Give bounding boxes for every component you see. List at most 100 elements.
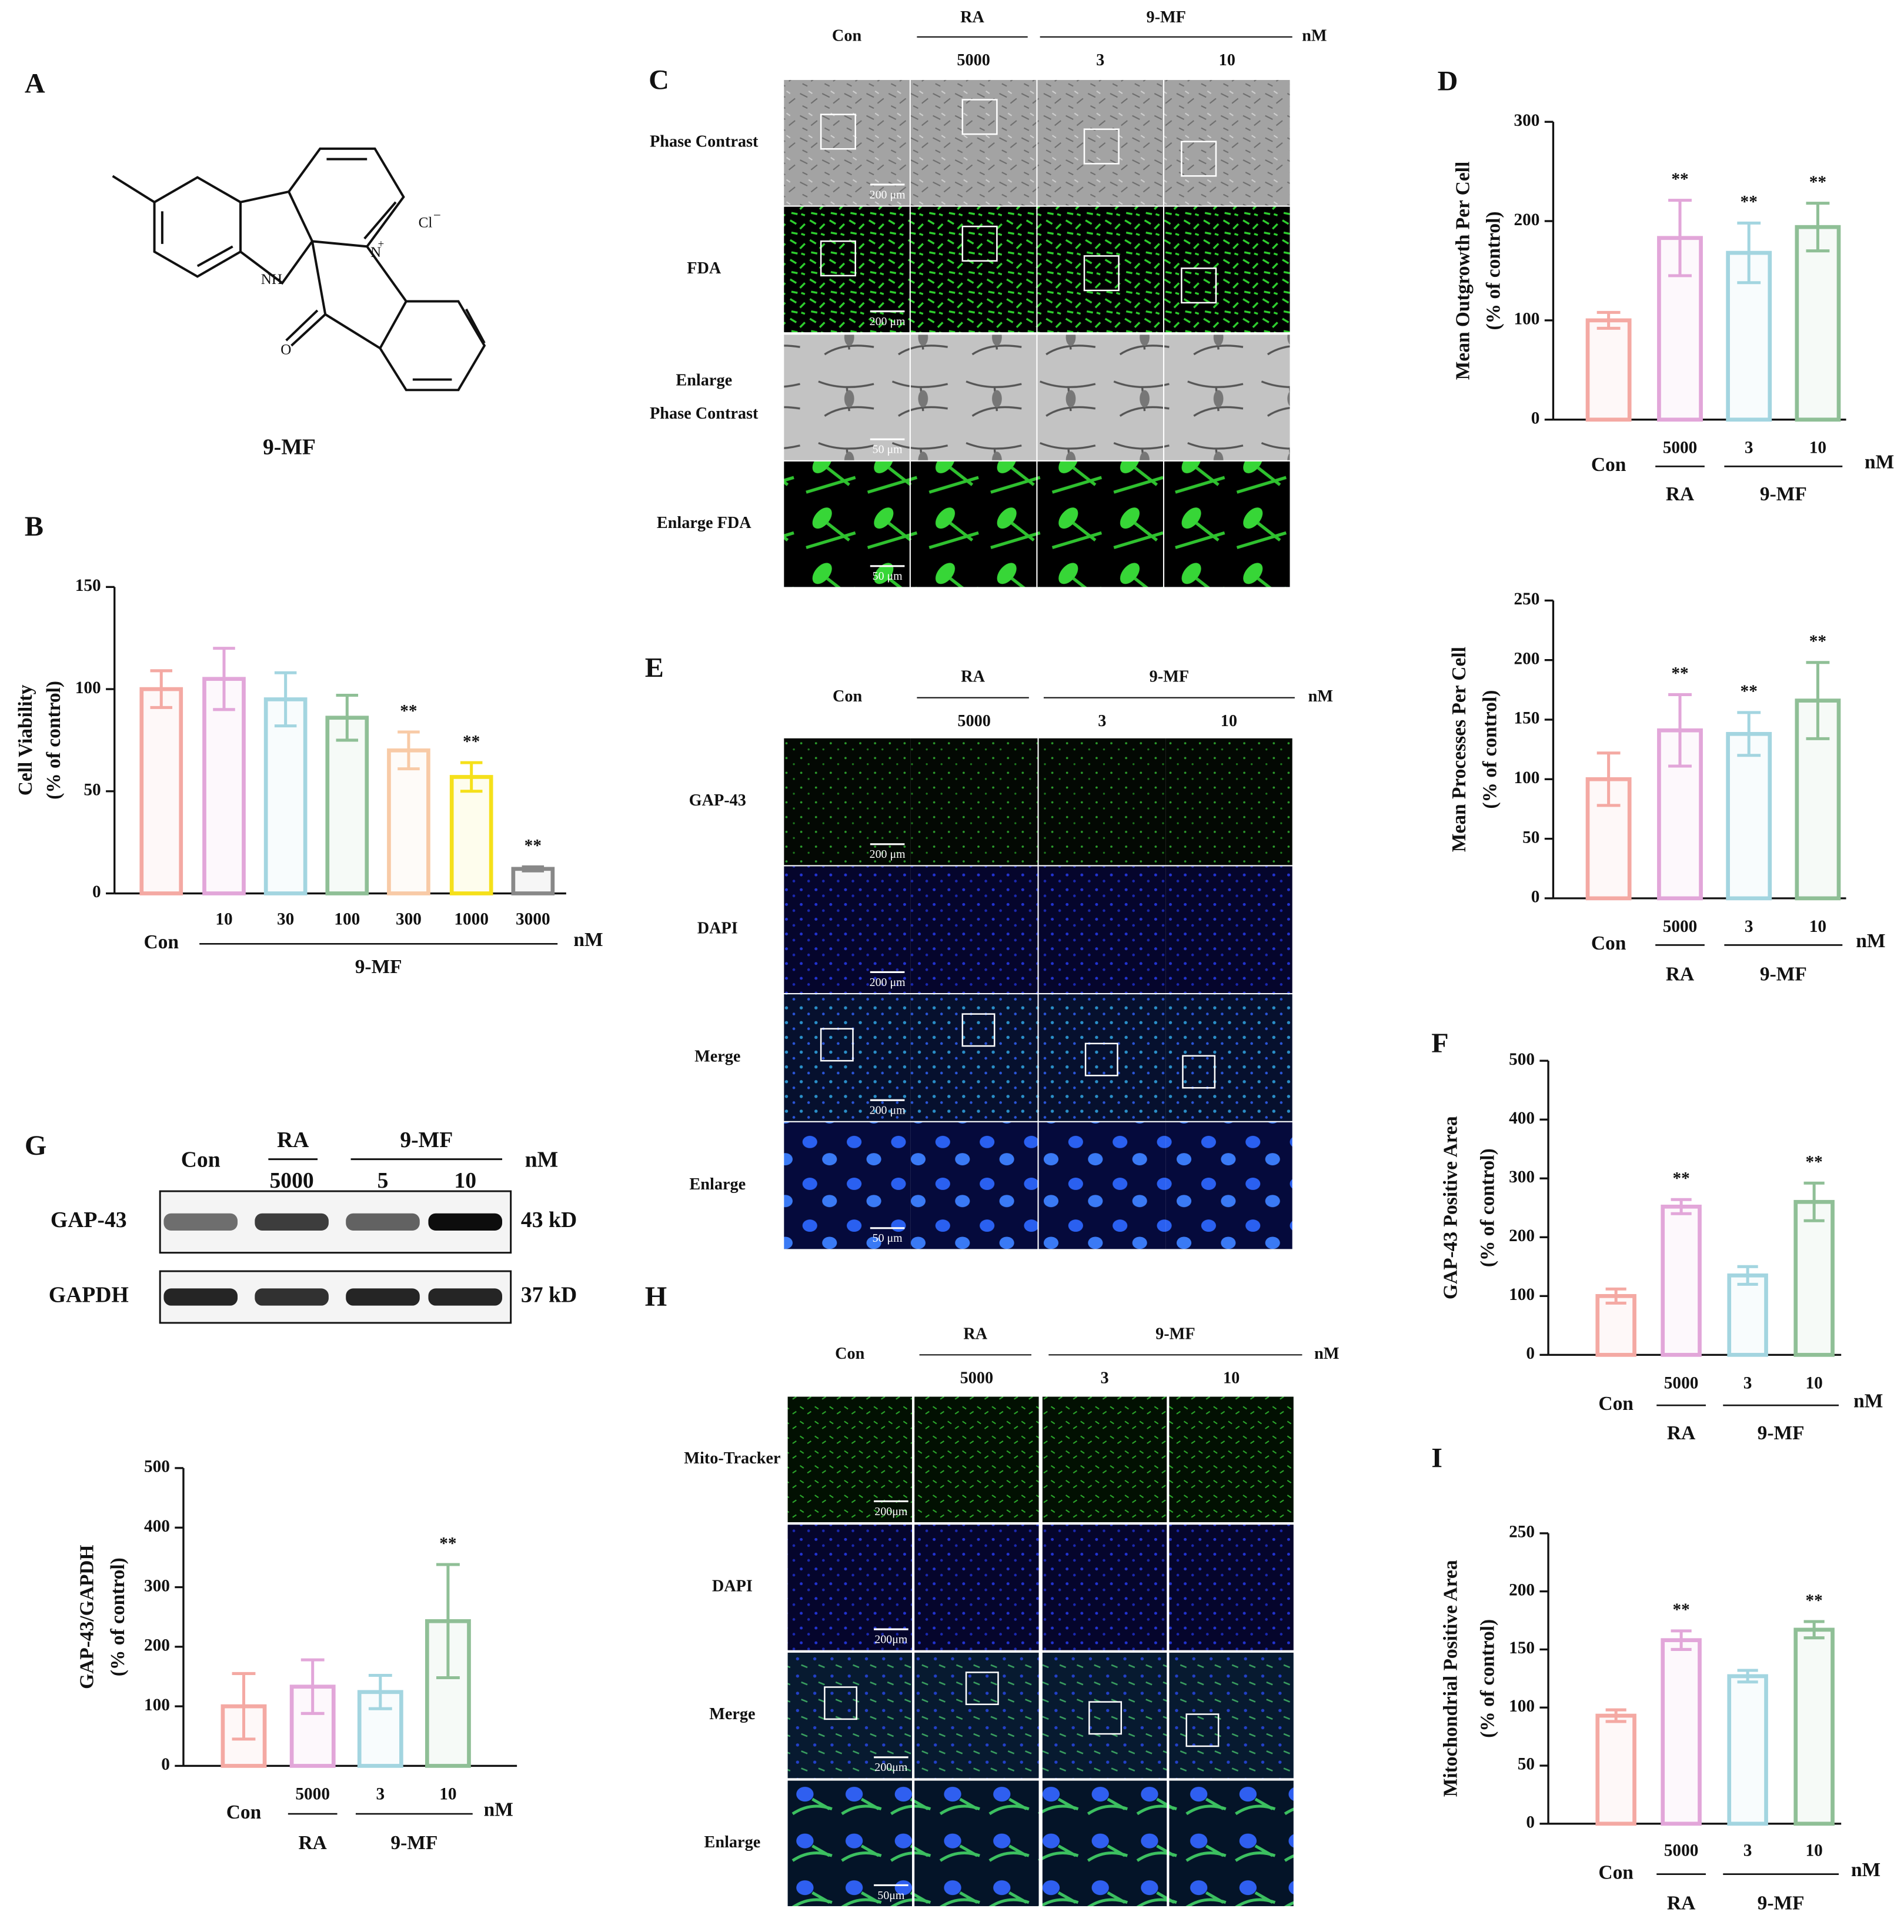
bar [511,867,555,895]
row-label: Mito-Tracker [684,1449,780,1468]
significance: ** [1809,632,1826,651]
significance: ** [1672,1600,1689,1619]
y-tick-label: 300 [1514,111,1539,130]
micrograph [914,1525,1039,1650]
y-tick-label: 250 [1509,1523,1535,1542]
scale-bar-label: 200μm [874,1505,907,1518]
y-tick-label: 50 [83,781,101,800]
x-tick-label: 5000 [295,1784,330,1803]
micrograph [1038,1122,1166,1249]
zoom-box [1181,268,1217,304]
zoom-box [1083,128,1120,165]
x-tick-label: 5000 [1664,1841,1699,1860]
bar [1726,731,1772,901]
y-tick-label: 150 [1514,709,1539,728]
micrograph [1042,1525,1167,1650]
y-axis-label: (% of control) [43,681,65,800]
y-axis-label: Mean Processes Per Cell [1448,647,1470,852]
bar [387,748,430,895]
micrograph [784,461,910,587]
scale-bar-label: 50 μm [873,570,903,583]
micrograph [910,866,1038,994]
zoom-box [961,225,998,262]
y-axis-label: (% of control) [107,1557,129,1676]
dose-label: 5000 [269,1168,313,1193]
scale-bar-label: 50 μm [873,1232,903,1245]
micrograph [1165,994,1292,1121]
micrograph [1164,335,1290,460]
panel-letter: C [649,64,669,95]
y-axis-label: Cell Viability [15,684,36,795]
header-label: Con [832,26,862,45]
micrograph [1164,206,1290,333]
y-tick-label: 200 [1509,1226,1535,1245]
row-label: FDA [687,259,721,278]
group-label: 9-MF [355,956,402,978]
x-tick-label: 5000 [1663,917,1698,936]
dose-label: 5000 [957,712,991,730]
x-tick-label: 5000 [1664,1373,1699,1392]
group-label: RA [1666,483,1694,505]
micrograph [787,1525,912,1650]
x-tick-label: 3 [1745,917,1753,936]
significance: ** [1809,173,1826,192]
structure [112,147,486,392]
significance: ** [1805,1591,1822,1610]
y-tick-label: 0 [1526,1344,1535,1363]
blot-band [346,1213,420,1231]
bar [263,697,308,895]
y-tick-label: 100 [1514,310,1539,329]
micrograph [910,80,1037,206]
atom-label: Cl [419,215,433,231]
micrograph [914,1780,1039,1907]
bar [449,775,493,895]
y-tick-label: 300 [1509,1168,1535,1186]
micrograph [910,994,1038,1121]
micrograph [1169,1525,1294,1650]
blot-band [428,1213,503,1231]
y-tick-label: 100 [1514,768,1539,787]
dose-label: 3 [1098,712,1106,730]
protein-label: GAP-43 [51,1208,127,1232]
micrograph [914,1652,1039,1779]
dose-label: 3 [1096,51,1104,69]
micrograph [1037,335,1163,460]
bar [1727,1674,1768,1826]
y-tick-label: 300 [144,1576,170,1595]
micrograph [787,1652,912,1779]
blot-band [346,1288,420,1306]
row-label: Phase Contrast [650,405,759,423]
group-label: RA [960,8,984,26]
bar [1661,1204,1702,1357]
blot-band [163,1288,238,1306]
header-label: Con [835,1345,865,1363]
y-tick-label: 200 [144,1636,170,1655]
dose-label: 3 [1100,1369,1108,1388]
y-tick-label: 100 [144,1696,170,1714]
row-label: Enlarge [676,371,732,389]
group-label: 9-MF [400,1128,453,1152]
x-tick-label: 10 [1809,439,1826,457]
zoom-box [820,113,856,150]
micrograph [1165,1122,1292,1249]
row-label: Merge [709,1705,755,1723]
row-label: Enlarge FDA [657,514,751,532]
y-axis-label: (% of control) [1477,1619,1498,1738]
group-label: 9-MF [1150,668,1189,686]
bar [1595,1293,1636,1357]
micrograph [784,335,910,460]
x-tick-label: 300 [396,910,422,928]
x-tick-label: Con [1598,1861,1634,1883]
significance: ** [1671,664,1688,683]
unit-label: nM [1865,452,1894,473]
blot-band [163,1213,238,1231]
panel-letter: I [1431,1442,1442,1473]
scale-bar-label: 200μm [874,1761,907,1774]
zoom-box [961,99,998,135]
y-tick-label: 50 [1518,1755,1535,1774]
panel-letter: B [25,511,44,542]
micrograph [1042,1396,1167,1523]
y-tick-label: 0 [1526,1813,1535,1832]
panel-letter: F [1431,1028,1448,1059]
micrograph [784,866,911,994]
